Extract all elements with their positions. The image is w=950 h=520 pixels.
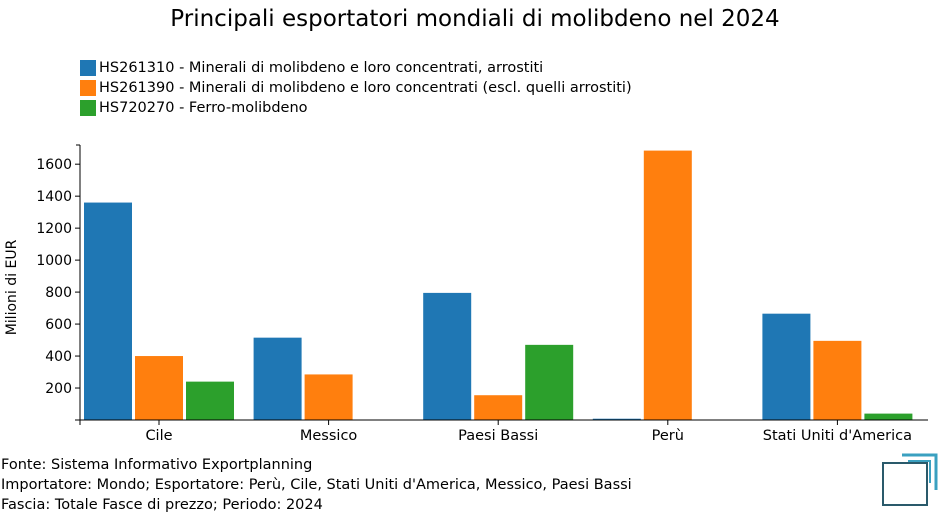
legend-item-hs261310[interactable]: HS261310 - Minerali di molibdeno e loro … [80,58,632,78]
bar-cile-series-2 [135,356,183,420]
legend-swatch-hs261310 [80,60,96,76]
footer-importer: Importatore: Mondo; Esportatore: Perù, C… [1,477,632,493]
y-axis-title: Milioni di EUR [4,239,20,335]
legend-item-hs261390[interactable]: HS261390 - Minerali di molibdeno e loro … [80,78,632,98]
x-tick-label-messico: Messico [300,428,358,444]
y-tick-label-1400: 1400 [36,189,72,205]
chart-title: Principali esportatori mondiali di molib… [170,6,780,32]
legend-item-hs720270[interactable]: HS720270 - Ferro-molibdeno [80,98,632,118]
footer-source: Fonte: Sistema Informativo Exportplannin… [1,457,313,473]
footer-range: Fascia: Totale Fasce di prezzo; Periodo:… [1,497,323,513]
y-tick-label-800: 800 [45,285,72,301]
y-tick-label-1000: 1000 [36,253,72,269]
x-tick-label-stati-uniti-d-america: Stati Uniti d'America [763,428,912,444]
y-tick-label-600: 600 [45,317,72,333]
bar-stati-uniti-d-america-series-1 [762,313,811,420]
bar-cile-series-1 [84,202,132,420]
x-tick-label-cile: Cile [145,428,172,444]
bar-cile-series-3 [186,381,234,420]
legend-swatch-hs720270 [80,100,96,116]
bar-messico-series-2 [304,374,353,420]
bar-paesi-bassi-series-1 [423,292,472,420]
bar-paesi-bassi-series-2 [474,395,523,420]
y-tick-label-1600: 1600 [36,157,72,173]
legend-label-hs261310: HS261310 - Minerali di molibdeno e loro … [99,60,544,76]
y-tick-label-400: 400 [45,349,72,365]
y-tick-label-200: 200 [45,381,72,397]
bar-paesi-bassi-series-3 [525,344,574,420]
y-tick-label-1200: 1200 [36,221,72,237]
bar-per--series-1 [592,418,641,420]
bar-messico-series-1 [253,337,302,420]
bar-stati-uniti-d-america-series-2 [813,340,862,420]
x-tick-label-paesi-bassi: Paesi Bassi [458,428,538,444]
footer: Fonte: Sistema Informativo Exportplannin… [1,455,632,515]
legend-label-hs261390: HS261390 - Minerali di molibdeno e loro … [99,80,632,96]
bar-chart: 200 400 600 800 1000 1200 1400 1600 Cile Messico P… [4,144,928,444]
legend-label-hs720270: HS720270 - Ferro-molibdeno [99,100,308,116]
legend: HS261310 - Minerali di molibdeno e loro … [80,58,632,118]
legend-swatch-hs261390 [80,80,96,96]
bar-stati-uniti-d-america-series-3 [864,413,913,420]
exportplanning-logo-icon [882,453,938,506]
x-tick-label-per-: Perù [652,428,684,444]
bar-per--series-2 [643,150,692,420]
